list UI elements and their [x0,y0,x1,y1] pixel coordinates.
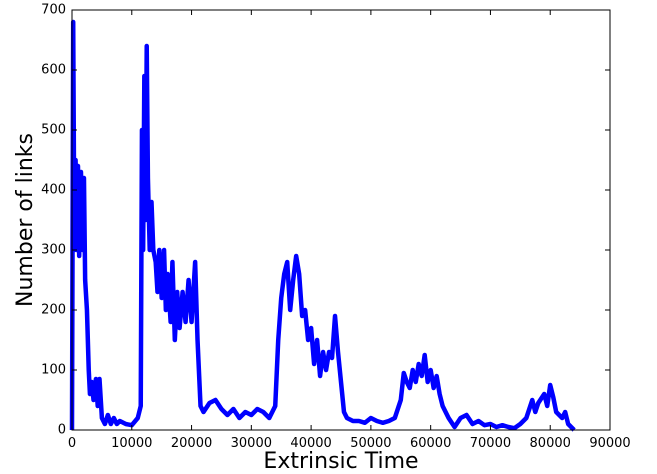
x-tick-label: 90000 [589,436,630,451]
y-tick-label: 600 [41,63,66,78]
y-tick-label: 200 [41,303,66,318]
y-tick-label: 0 [58,423,66,438]
y-axis-label: Number of links [13,133,38,307]
x-tick-label: 20000 [171,436,212,451]
plot-frame [71,9,611,431]
x-axis-label: Extrinsic Time [263,449,418,474]
x-tick-label: 70000 [470,436,511,451]
x-tick-label: 10000 [111,436,152,451]
y-tick-label: 700 [41,3,66,18]
x-tick-label: 50000 [350,436,391,451]
x-tick-label: 0 [68,436,76,451]
x-tick-label: 40000 [290,436,331,451]
y-tick-label: 500 [41,123,66,138]
x-tick-label: 30000 [231,436,272,451]
y-tick-label: 100 [41,363,66,378]
x-tick-label: 60000 [410,436,451,451]
y-tick-label: 400 [41,183,66,198]
data-line [69,19,576,432]
y-tick-label: 300 [41,243,66,258]
x-tick-label: 80000 [530,436,571,451]
